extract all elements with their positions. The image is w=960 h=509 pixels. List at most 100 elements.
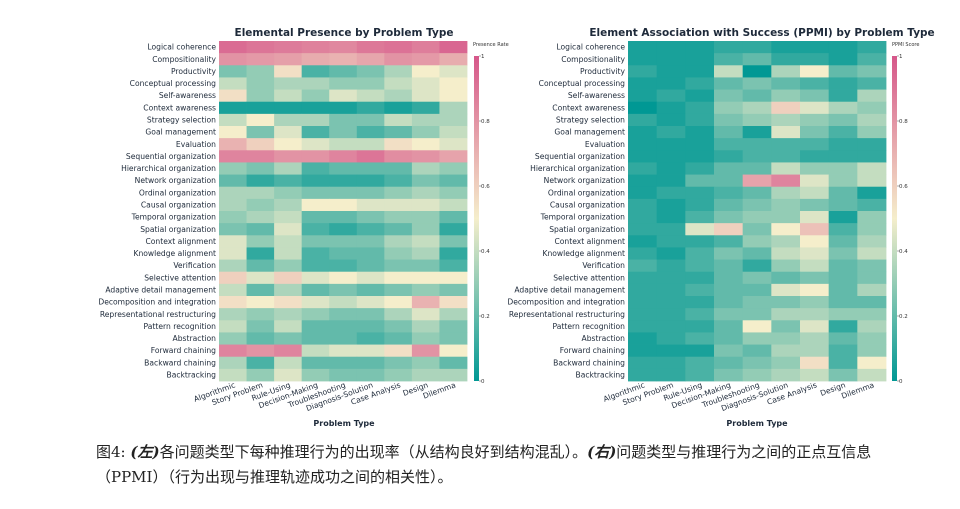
heatmap-cell [656,296,686,309]
heatmap-cell [301,198,330,212]
heatmap-cell [219,223,247,236]
heatmap-cell [685,271,715,285]
heatmap-cell [411,259,440,273]
heatmap-cell [714,186,744,200]
heatmap-cell [219,77,247,90]
heatmap-cell [246,77,275,90]
colorbar-gradient [892,56,897,381]
heatmap-cell [771,283,801,297]
heatmap-cell [356,41,385,54]
heatmap-cell [857,368,887,382]
heatmap-cell [356,174,385,188]
row-label: Conceptual processing [539,79,625,88]
heatmap-cell [628,332,658,345]
heatmap-cell [771,89,801,103]
row-label: Conceptual processing [130,79,216,88]
heatmap-cell [800,126,830,139]
heatmap-cell [714,332,744,345]
heatmap-cell [828,356,858,370]
heatmap-cell [742,198,772,212]
heatmap-cell [329,138,358,151]
heatmap-cell [685,186,715,200]
heatmap-cell [301,101,330,115]
heatmap-cell [219,235,247,248]
heatmap-cell [411,138,440,151]
heatmap-cell [771,174,801,188]
heatmap-cell [628,283,658,297]
heatmap-cell [742,41,772,54]
heatmap-cell [301,53,330,66]
heatmap-cell [329,162,358,175]
heatmap-cell [274,259,303,273]
heatmap-cell [628,113,658,127]
heatmap-cell [656,235,686,248]
row-label: Backtracking [166,371,216,380]
heatmap-cell [384,41,413,54]
heatmap-cell [771,138,801,151]
heatmap-cell [329,186,358,200]
heatmap-cell [384,211,413,224]
caption-prefix: 图4: [96,443,131,461]
heatmap-cell [800,113,830,127]
heatmap-cell [439,356,468,370]
row-label: Goal management [145,128,216,137]
heatmap-cell [219,320,247,333]
heatmap-cell [857,89,887,103]
row-label: Goal management [554,128,625,137]
heatmap-cell [828,41,858,54]
heatmap-cell [411,320,440,333]
heatmap-cell [714,368,744,382]
heatmap-cell [656,126,686,139]
heatmap-cell [685,308,715,321]
heatmap-cell [246,320,275,333]
row-label: Knowledge alignment [133,249,216,258]
heatmap-cell [301,150,330,163]
row-label: Temporal organization [540,213,626,222]
heatmap-cell [857,138,887,151]
heatmap-cell [246,101,275,115]
row-label: Evaluation [176,140,216,149]
heatmap-cell [274,344,303,358]
heatmap-cell [411,186,440,200]
heatmap-cell [628,65,658,78]
heatmap-cell [356,344,385,358]
heatmap-cell [656,150,686,163]
heatmap-cell [857,223,887,236]
heatmap-cell [411,235,440,248]
heatmap-cell [219,113,247,127]
heatmap-cell [685,138,715,151]
heatmap-cell [356,356,385,370]
heatmap-cell [329,344,358,358]
heatmap-cell [439,211,468,224]
heatmap-cell [246,247,275,260]
row-label: Spatial organization [140,225,216,234]
heatmap-cell [800,198,830,212]
heatmap-cells [219,41,468,382]
colorbar: PPMI Score 1 0.8 0.6 0.4 0.2 0 [892,42,919,385]
heatmap-cell [656,174,686,188]
heatmap-cell [411,174,440,188]
heatmap-cell [800,89,830,103]
heatmap-cell [685,77,715,90]
heatmap-cell [246,65,275,78]
heatmap-cell [301,283,330,297]
heatmap-cell [685,235,715,248]
heatmap-cell [685,211,715,224]
heatmap-cell [384,308,413,321]
heatmap-cell [742,77,772,90]
heatmap-cell [685,162,715,175]
heatmap-cell [800,65,830,78]
heatmap-cell [742,344,772,358]
heatmap-cell [628,89,658,103]
heatmap-cell [656,65,686,78]
heatmap-cell [301,77,330,90]
heatmap-cell [628,198,658,212]
row-label: Strategy selection [556,116,625,125]
heatmap-cell [828,89,858,103]
heatmap-cell [439,101,468,115]
heatmap-cell [857,113,887,127]
heatmap-cell [301,247,330,260]
heatmap-cell [828,126,858,139]
heatmap-cell [771,332,801,345]
heatmap-cell [439,320,468,333]
